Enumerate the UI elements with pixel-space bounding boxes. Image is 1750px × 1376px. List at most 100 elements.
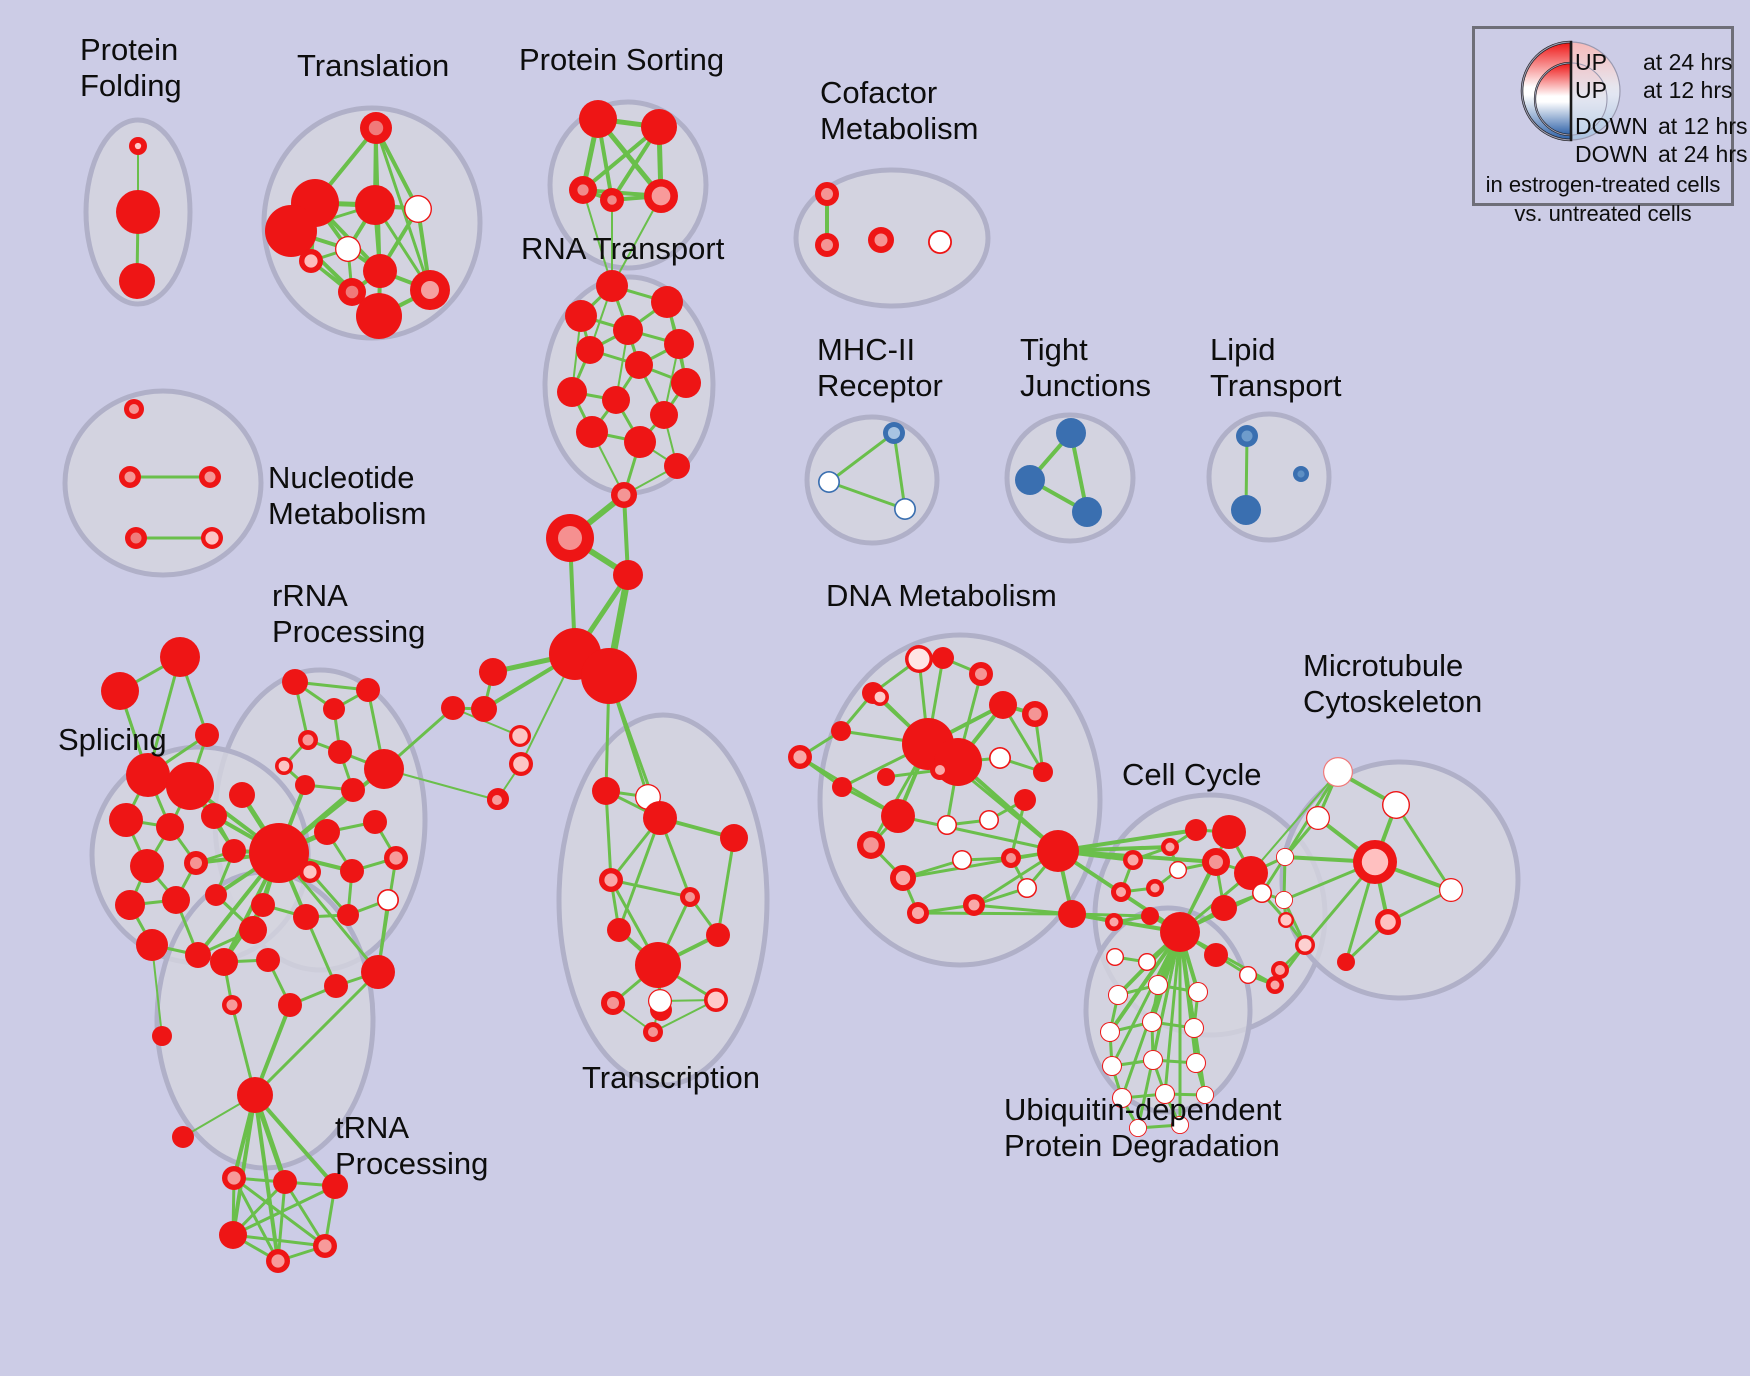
network-node[interactable] [871,688,889,706]
network-node[interactable] [384,846,408,870]
network-node[interactable] [1196,1086,1214,1104]
network-node[interactable] [989,691,1017,719]
network-node[interactable] [363,810,387,834]
network-node[interactable] [275,757,293,775]
network-node[interactable] [115,890,145,920]
network-node[interactable] [1375,909,1401,935]
network-node[interactable] [471,696,497,722]
network-node[interactable] [322,1173,348,1199]
network-node[interactable] [1058,900,1086,928]
network-node[interactable] [600,188,624,212]
network-node[interactable] [404,195,432,223]
network-node[interactable] [299,249,323,273]
network-node[interactable] [1185,819,1207,841]
network-node[interactable] [335,236,361,262]
network-node[interactable] [1323,757,1353,787]
network-node[interactable] [338,278,366,306]
network-node[interactable] [937,815,957,835]
network-node[interactable] [377,889,399,911]
network-node[interactable] [963,894,985,916]
network-node[interactable] [299,861,321,883]
network-node[interactable] [643,801,677,835]
network-node[interactable] [625,351,653,379]
network-node[interactable] [210,948,238,976]
network-node[interactable] [1056,418,1086,448]
network-node[interactable] [109,803,143,837]
network-node[interactable] [979,810,999,830]
network-node[interactable] [361,955,395,989]
network-node[interactable] [1275,891,1293,909]
network-node[interactable] [356,678,380,702]
network-node[interactable] [1186,1053,1206,1073]
network-node[interactable] [1141,907,1159,925]
network-node[interactable] [643,1022,663,1042]
network-node[interactable] [1236,425,1258,447]
network-node[interactable] [340,859,364,883]
network-node[interactable] [1155,1084,1175,1104]
network-node[interactable] [237,1077,273,1113]
network-node[interactable] [664,453,690,479]
network-node[interactable] [249,823,309,883]
network-node[interactable] [680,887,700,907]
network-node[interactable] [1037,830,1079,872]
network-node[interactable] [199,466,221,488]
network-node[interactable] [160,637,200,677]
network-node[interactable] [720,824,748,852]
network-node[interactable] [1293,466,1309,482]
network-node[interactable] [1001,848,1021,868]
network-node[interactable] [1142,1012,1162,1032]
network-node[interactable] [650,401,678,429]
network-node[interactable] [576,336,604,364]
network-node[interactable] [1102,1056,1122,1076]
network-node[interactable] [1276,848,1294,866]
network-node[interactable] [569,176,597,204]
network-node[interactable] [989,747,1011,769]
network-node[interactable] [952,850,972,870]
network-node[interactable] [116,190,160,234]
network-node[interactable] [1108,985,1128,1005]
network-node[interactable] [881,799,915,833]
network-node[interactable] [877,768,895,786]
network-node[interactable] [788,745,812,769]
network-node[interactable] [611,482,637,508]
network-node[interactable] [1266,976,1284,994]
network-node[interactable] [1439,878,1463,902]
network-node[interactable] [1337,953,1355,971]
network-node[interactable] [219,1221,247,1249]
network-node[interactable] [1015,465,1045,495]
network-node[interactable] [1100,1022,1120,1042]
network-node[interactable] [579,100,617,138]
network-node[interactable] [487,790,507,810]
network-node[interactable] [613,315,643,345]
network-node[interactable] [364,749,404,789]
network-node[interactable] [282,669,308,695]
network-node[interactable] [596,270,628,302]
network-node[interactable] [905,645,933,673]
network-node[interactable] [1184,1018,1204,1038]
network-node[interactable] [1106,948,1124,966]
network-node[interactable] [119,466,141,488]
network-node[interactable] [509,725,531,747]
network-node[interactable] [129,137,147,155]
network-node[interactable] [1148,975,1168,995]
network-node[interactable] [644,179,678,213]
network-node[interactable] [601,991,625,1015]
network-node[interactable] [126,753,170,797]
network-node[interactable] [1271,961,1289,979]
network-node[interactable] [184,851,208,875]
network-node[interactable] [130,849,164,883]
network-node[interactable] [1252,883,1272,903]
network-node[interactable] [1202,848,1230,876]
network-node[interactable] [1022,701,1048,727]
network-node[interactable] [641,109,677,145]
network-node[interactable] [256,948,280,972]
network-node[interactable] [136,929,168,961]
network-node[interactable] [205,884,227,906]
network-node[interactable] [162,886,190,914]
network-node[interactable] [410,270,450,310]
network-node[interactable] [1204,943,1228,967]
network-node[interactable] [1111,882,1131,902]
network-node[interactable] [363,254,397,288]
network-node[interactable] [624,426,656,458]
network-node[interactable] [602,386,630,414]
